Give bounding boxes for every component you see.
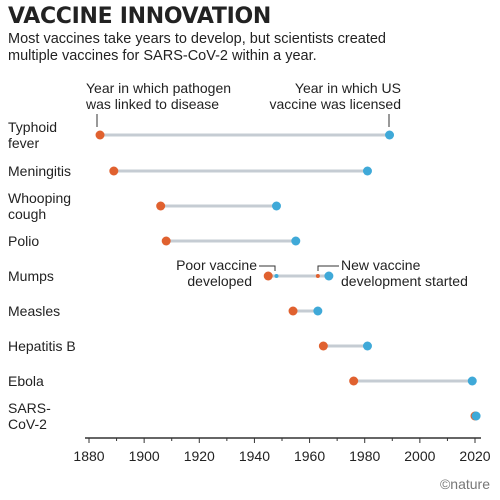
row-hepatitis-b: Hepatitis B (8, 338, 372, 354)
x-tick-label: 1900 (129, 448, 160, 464)
x-axis: 1880 1900 1920 1940 1960 1980 2000 2020 (73, 437, 491, 464)
category-label-line: Measles (8, 303, 60, 319)
annotation-new-line-1: New vaccine (341, 257, 421, 273)
chart-rows: Typhoid fever Meningitis Whooping cough Polio… (8, 119, 481, 432)
row-whooping-cough: Whooping cough (8, 190, 281, 222)
licensed-dot-hepatitis-b (362, 341, 372, 351)
category-label-line: Typhoid (8, 119, 57, 135)
x-tick-label: 1940 (239, 448, 270, 464)
licensed-dot-sars-cov-2 (471, 411, 481, 421)
licensed-dot-polio (291, 236, 301, 246)
linked-dot-meningitis (109, 166, 119, 176)
annotation-poor-line-2: developed (187, 273, 252, 289)
annotation-poor-leader (259, 265, 276, 271)
x-tick-label: 1980 (349, 448, 380, 464)
legend-linked-line-2: was linked to disease (85, 96, 219, 112)
linked-dot-whooping-cough (156, 201, 166, 211)
category-label-mumps: Mumps (8, 268, 54, 284)
linked-dot-typhoid-fever (95, 130, 105, 140)
category-label-line: SARS- (8, 400, 51, 416)
subtitle-line-1: Most vaccines take years to develop, but… (8, 31, 386, 47)
category-label-ebola: Ebola (8, 373, 44, 389)
category-label-measles: Measles (8, 303, 60, 319)
linked-dot-ebola (349, 376, 359, 386)
poor-vaccine-dot (274, 274, 279, 278)
chart-title: VACCINE INNOVATION (8, 4, 272, 29)
x-tick-label: 1960 (294, 448, 325, 464)
category-label-line: Meningitis (8, 163, 71, 179)
linked-dot-hepatitis-b (318, 341, 328, 351)
linked-dot-polio (161, 236, 171, 246)
mumps-annotations: Poor vaccine developed New vaccine devel… (176, 257, 468, 289)
linked-dot-mumps (263, 271, 273, 281)
x-tick-label: 2000 (404, 448, 435, 464)
legend-annotations: Year in which pathogen was linked to dis… (85, 80, 401, 127)
x-tick-label: 1880 (73, 448, 104, 464)
category-label-line: Hepatitis B (8, 338, 76, 354)
annotation-new-leader (317, 265, 339, 271)
category-label-whooping-cough: Whooping cough (8, 190, 71, 222)
x-tick-label: 2020 (459, 448, 490, 464)
category-label-line: cough (8, 206, 46, 222)
category-label-sars-cov-2: SARS-CoV-2 (8, 400, 51, 432)
nature-credit: ©nature (439, 476, 490, 492)
category-label-line: fever (8, 135, 39, 151)
category-label-polio: Polio (8, 233, 39, 249)
row-mumps: Mumps (8, 268, 334, 284)
licensed-dot-meningitis (362, 166, 372, 176)
x-tick-label: 1920 (184, 448, 215, 464)
legend-licensed-line-1: Year in which US (295, 80, 401, 96)
row-ebola: Ebola (8, 373, 477, 389)
legend-linked-line-1: Year in which pathogen (86, 80, 231, 96)
licensed-dot-measles (313, 306, 323, 316)
category-label-typhoid-fever: Typhoid fever (8, 119, 57, 151)
row-typhoid-fever: Typhoid fever (8, 119, 395, 151)
category-label-line: CoV-2 (8, 416, 47, 432)
category-label-meningitis: Meningitis (8, 163, 71, 179)
annotation-new-line-2: development started (341, 273, 468, 289)
licensed-dot-whooping-cough (271, 201, 281, 211)
new-development-dot (315, 274, 320, 278)
category-label-line: Ebola (8, 373, 44, 389)
licensed-dot-typhoid-fever (385, 130, 395, 140)
row-polio: Polio (8, 233, 301, 249)
licensed-dot-ebola (467, 376, 477, 386)
row-measles: Measles (8, 303, 323, 319)
category-label-line: Whooping (8, 190, 71, 206)
legend-licensed-line-2: vaccine was licensed (269, 96, 401, 112)
category-label-hepatitis-b: Hepatitis B (8, 338, 76, 354)
linked-dot-measles (288, 306, 298, 316)
subtitle-line-2: multiple vaccines for SARS-CoV-2 within … (8, 48, 317, 64)
row-meningitis: Meningitis (8, 163, 372, 179)
category-label-line: Polio (8, 233, 39, 249)
licensed-dot-mumps (324, 271, 334, 281)
category-label-line: Mumps (8, 268, 54, 284)
row-sars-cov-2: SARS-CoV-2 (8, 400, 481, 432)
annotation-poor-line-1: Poor vaccine (176, 257, 257, 273)
chart-subtitle: Most vaccines take years to develop, but… (8, 31, 428, 65)
